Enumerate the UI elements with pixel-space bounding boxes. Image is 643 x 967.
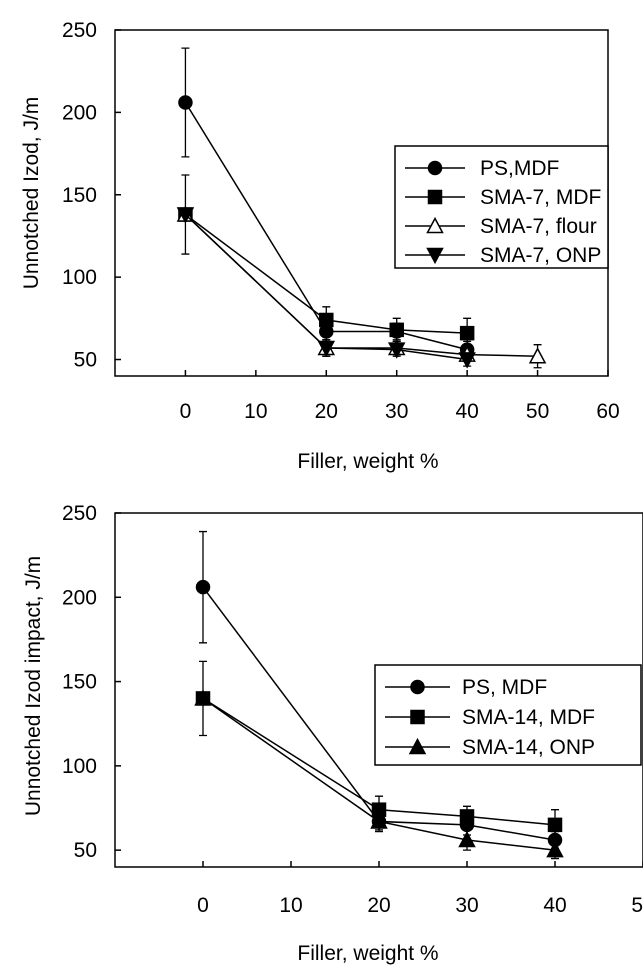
x-tick-label: 30 <box>455 894 478 917</box>
series-sma-7-onp <box>176 207 476 369</box>
y-tick-label: 150 <box>62 671 97 694</box>
y-tick-label: 250 <box>62 502 97 525</box>
x-tick-label: 10 <box>244 400 267 423</box>
data-point <box>459 325 475 341</box>
data-point <box>178 95 193 110</box>
y-axis-ticks: 50 100 150 200 250 <box>62 19 121 372</box>
data-point <box>195 579 211 595</box>
legend-label: PS, MDF <box>462 676 547 699</box>
chart-izod-sma7: 50 100 150 200 250 0 10 20 30 40 50 60 Filler, wei… <box>20 19 620 473</box>
legend-item: SMA-7, ONP <box>405 244 601 267</box>
legend-marker <box>410 679 425 695</box>
y-tick-label: 200 <box>62 586 97 609</box>
series-sma-14-onp <box>194 689 564 860</box>
data-point <box>459 809 475 824</box>
data-point <box>387 342 406 359</box>
legend-item: SMA-7, MDF <box>405 186 601 209</box>
y-tick-label: 100 <box>62 266 97 289</box>
legend-marker <box>408 737 427 755</box>
x-tick-label: 0 <box>180 400 192 423</box>
data-point <box>546 841 564 858</box>
series-line <box>184 213 468 361</box>
legend-label: SMA-7, flour <box>480 215 597 238</box>
y-tick-label: 150 <box>62 184 97 207</box>
data-point <box>194 689 212 706</box>
series-line <box>184 102 468 351</box>
x-tick-label: 50 <box>631 894 643 917</box>
legend-label: SMA-7, MDF <box>480 186 601 209</box>
x-tick-label: 10 <box>279 894 302 917</box>
legend: PS, MDF SMA-14, MDF SMA-14, ONP <box>374 664 642 766</box>
x-tick-label: 0 <box>197 894 209 917</box>
legend-item: PS, MDF <box>385 676 547 699</box>
data-point <box>458 352 476 369</box>
legend-item: SMA-14, MDF <box>385 706 595 729</box>
data-point <box>547 817 563 833</box>
y-tick-label: 100 <box>62 755 97 778</box>
y-axis-label: Unnotched Izod, J/m <box>20 97 43 290</box>
data-point <box>458 830 476 848</box>
legend-marker <box>426 247 444 265</box>
legend-marker <box>410 709 425 725</box>
legend-marker <box>427 160 443 176</box>
data-point <box>389 322 404 338</box>
y-axis-ticks: 50 100 150 200 250 <box>62 502 121 862</box>
series-sma-14-mdf <box>195 660 563 841</box>
x-tick-label: 40 <box>455 400 478 423</box>
y-tick-label: 50 <box>74 349 97 372</box>
legend: PS,MDF SMA-7, MDF SMA-7, flour SMA-7, ONP <box>394 145 609 269</box>
legend-item: PS,MDF <box>405 157 559 180</box>
x-axis-ticks: 0 10 20 30 40 50 60 <box>180 370 620 423</box>
series-group <box>176 47 547 369</box>
x-axis-ticks: 0 10 20 30 40 50 <box>197 861 643 917</box>
legend-label: SMA-14, MDF <box>462 706 595 729</box>
series-line <box>202 586 556 841</box>
legend-item: SMA-7, flour <box>405 215 597 238</box>
y-tick-label: 250 <box>62 19 97 42</box>
y-axis-label: Unnotched Izod impact, J/m <box>22 556 45 816</box>
legend-item: SMA-14, ONP <box>385 736 595 759</box>
data-point <box>370 812 388 829</box>
x-tick-label: 40 <box>543 894 566 917</box>
data-point <box>176 207 195 224</box>
legend-label: SMA-7, ONP <box>480 244 601 267</box>
x-tick-label: 50 <box>526 400 549 423</box>
data-point <box>319 312 334 328</box>
series-line <box>202 697 556 851</box>
legend-label: SMA-14, ONP <box>462 736 595 759</box>
x-tick-label: 60 <box>596 400 619 423</box>
x-tick-label: 20 <box>367 894 390 917</box>
y-tick-label: 200 <box>62 101 97 124</box>
x-axis-label: Filler, weight % <box>297 450 438 473</box>
y-tick-label: 50 <box>74 839 97 862</box>
x-axis-label: Filler, weight % <box>297 942 438 965</box>
data-point <box>317 340 336 358</box>
legend-marker <box>426 216 444 234</box>
data-point <box>528 347 547 364</box>
legend-marker <box>427 189 443 205</box>
series-group <box>194 530 564 860</box>
x-tick-label: 20 <box>315 400 338 423</box>
series-line <box>202 697 556 826</box>
legend-label: PS,MDF <box>480 157 559 180</box>
series-line <box>184 213 468 334</box>
x-tick-label: 30 <box>385 400 408 423</box>
chart-izod-sma14: 50 100 150 200 250 0 10 20 30 40 50 Filler, weigh… <box>22 502 643 965</box>
